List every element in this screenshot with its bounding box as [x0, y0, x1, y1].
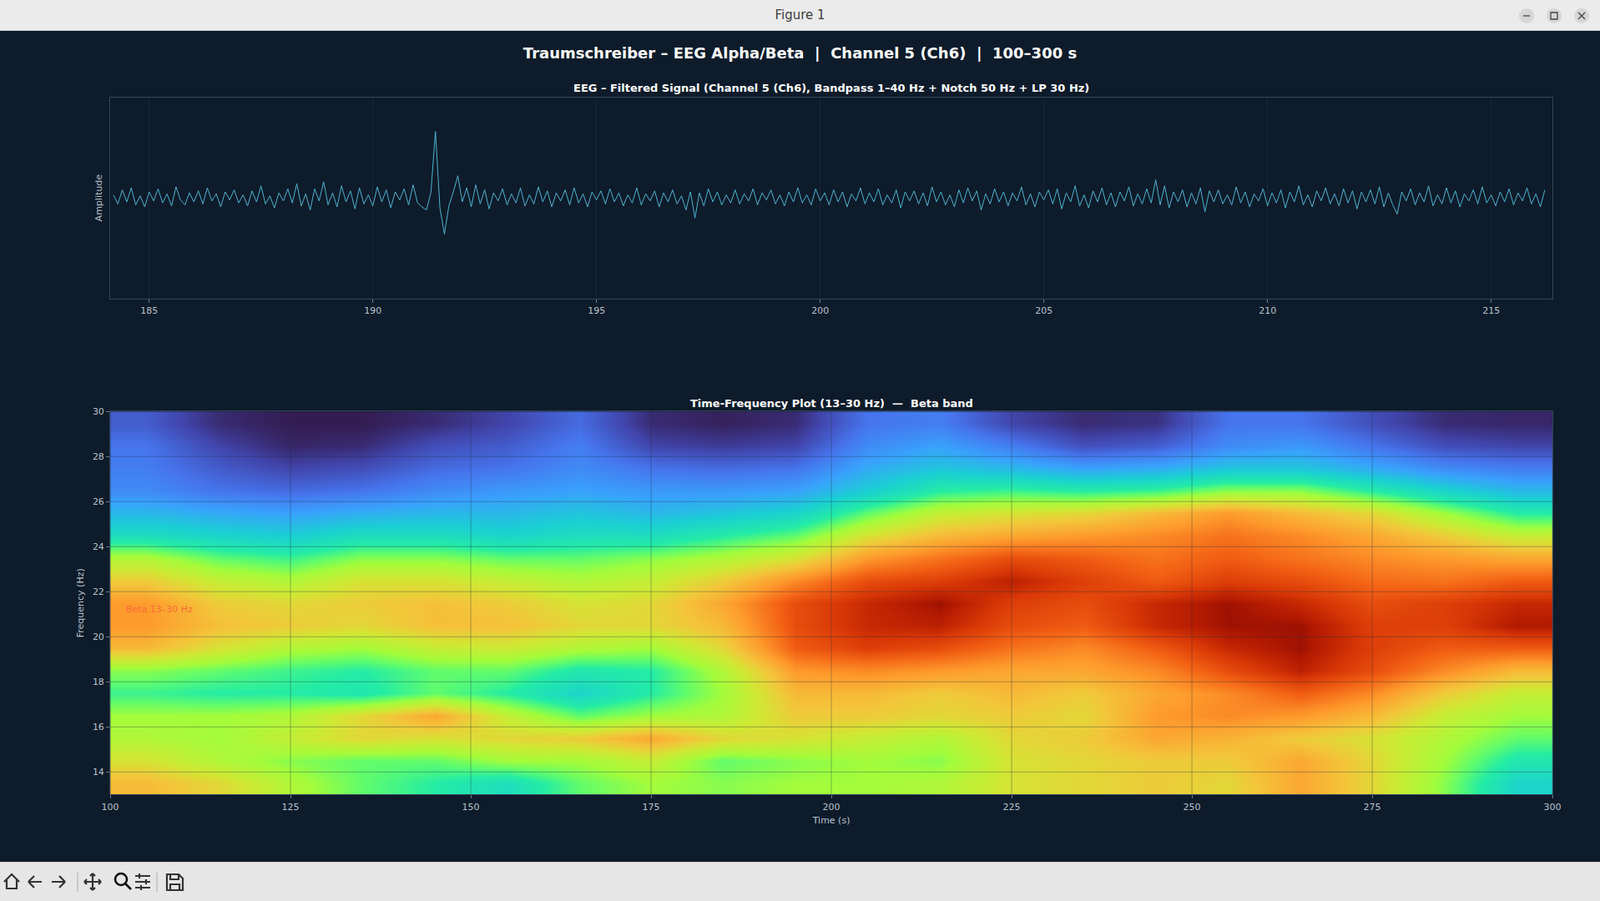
html-text:Figure 1: Figure 1 [774, 7, 826, 23]
svg-text:Amplitude: Amplitude [93, 174, 105, 223]
svg-text:250: 250 [1183, 802, 1202, 813]
svg-text:125: 125 [282, 802, 300, 813]
svg-text:225: 225 [1003, 802, 1021, 813]
svg-text:100: 100 [101, 802, 120, 813]
svg-text:20: 20 [92, 631, 105, 643]
svg-text:EEG – Filtered Signal (Channel: EEG – Filtered Signal (Channel 5 (Ch6), … [573, 81, 1090, 95]
svg-text:275: 275 [1363, 802, 1382, 813]
svg-text:Frequency (Hz): Frequency (Hz) [75, 568, 86, 638]
svg-text:210: 210 [1258, 305, 1277, 317]
svg-text:205: 205 [1034, 305, 1053, 317]
svg-text:Beta 13–30 Hz: Beta 13–30 Hz [126, 604, 193, 616]
svg-text:14: 14 [92, 767, 105, 778]
svg-text:Traumschreiber – EEG Alpha/Bet: Traumschreiber – EEG Alpha/Beta | Channe… [523, 44, 1077, 62]
svg-text:22: 22 [92, 586, 105, 598]
svg-text:28: 28 [92, 451, 105, 463]
svg-text:185: 185 [140, 305, 158, 317]
svg-text:175: 175 [642, 802, 661, 813]
svg-text:190: 190 [363, 305, 382, 317]
svg-text:200: 200 [811, 305, 829, 317]
svg-text:Time (s): Time (s) [812, 815, 851, 827]
svg-text:18: 18 [92, 676, 105, 688]
svg-text:150: 150 [462, 802, 480, 813]
svg-text:26: 26 [92, 496, 105, 508]
svg-text:16: 16 [92, 721, 105, 733]
svg-text:215: 215 [1482, 305, 1500, 317]
svg-text:30: 30 [92, 406, 105, 418]
svg-text:Time-Frequency Plot (13–30 Hz): Time-Frequency Plot (13–30 Hz) — Beta ba… [690, 397, 974, 410]
svg-text:195: 195 [587, 305, 606, 317]
svg-text:200: 200 [822, 802, 841, 813]
svg-text:300: 300 [1544, 802, 1562, 813]
svg-text:24: 24 [92, 541, 105, 553]
